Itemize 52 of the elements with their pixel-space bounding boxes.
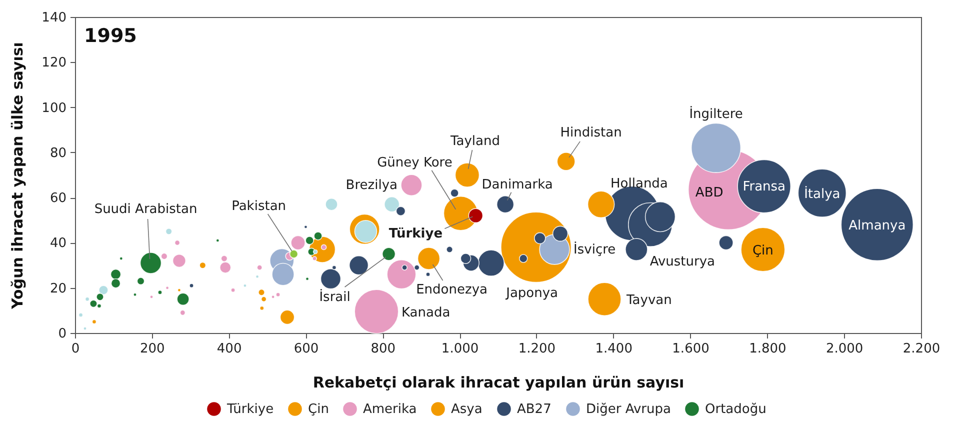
legend-label: Amerika bbox=[363, 402, 417, 417]
x-tick-label: 400 bbox=[216, 342, 242, 356]
legend-label: Türkiye bbox=[226, 402, 274, 417]
legend-label: Asya bbox=[451, 402, 482, 417]
x-tick-label: 2.000 bbox=[826, 342, 864, 356]
x-tick-label: 800 bbox=[370, 342, 396, 356]
annotation: İngiltere bbox=[689, 106, 743, 122]
x-tick-label: 1.200 bbox=[518, 342, 556, 356]
annotation: Endonezya bbox=[416, 282, 488, 298]
chart-title: 1995 bbox=[84, 25, 137, 47]
annotation: Brezilya bbox=[346, 178, 398, 194]
x-tick-label: 2.200 bbox=[902, 342, 940, 356]
y-tick-label: 140 bbox=[42, 10, 66, 26]
annotation: Fransa bbox=[742, 179, 786, 194]
x-tick-label: 1.400 bbox=[595, 342, 632, 356]
y-tick-label: 100 bbox=[42, 100, 66, 116]
x-tick-label: 1.000 bbox=[441, 342, 479, 356]
annotation: Danimarka bbox=[482, 177, 553, 192]
x-tick-label: 200 bbox=[140, 342, 165, 356]
annotation: Hollanda bbox=[610, 176, 668, 192]
annotation: İsviçre bbox=[574, 241, 616, 258]
annotation: Çin bbox=[752, 243, 774, 258]
legend-label: Ortadoğu bbox=[705, 402, 766, 417]
y-tick-label: 80 bbox=[50, 146, 66, 161]
x-tick-label: 1.800 bbox=[749, 342, 786, 356]
y-axis-title: Yoğun ihracat yapan ülke sayısı bbox=[8, 42, 27, 310]
annotation: Suudi Arabistan bbox=[94, 202, 198, 218]
annotation: Kanada bbox=[401, 306, 450, 321]
annotation: Güney Kore bbox=[377, 155, 452, 170]
annotation: Japonya bbox=[505, 286, 558, 302]
y-tick-label: 120 bbox=[42, 56, 66, 71]
x-tick-label: 600 bbox=[294, 342, 319, 356]
x-axis-title: Rekabetçi olarak ihracat yapılan ürün sayısı bbox=[312, 374, 684, 392]
y-tick-label: 40 bbox=[50, 236, 66, 252]
legend-label: AB27 bbox=[517, 402, 552, 417]
annotation: Tayvan bbox=[626, 293, 672, 308]
x-tick-label: 0 bbox=[71, 342, 80, 356]
annotation: Avusturya bbox=[650, 254, 716, 270]
annotation: İsrail bbox=[319, 289, 350, 305]
annotation: Tayland bbox=[449, 134, 500, 149]
annotation: İtalya bbox=[804, 186, 840, 202]
annotation: ABD bbox=[695, 186, 724, 201]
y-tick-label: 20 bbox=[50, 281, 66, 296]
annotation: Türkiye bbox=[388, 226, 443, 242]
annotation: Hindistan bbox=[560, 125, 622, 140]
legend-label: Diğer Avrupa bbox=[586, 402, 671, 417]
annotation: Almanya bbox=[848, 218, 906, 234]
annotation: Pakistan bbox=[232, 199, 286, 214]
y-tick-label: 60 bbox=[50, 191, 66, 206]
y-tick-label: 0 bbox=[58, 326, 66, 342]
legend-label: Çin bbox=[308, 402, 329, 417]
x-tick-label: 1.600 bbox=[672, 342, 710, 356]
